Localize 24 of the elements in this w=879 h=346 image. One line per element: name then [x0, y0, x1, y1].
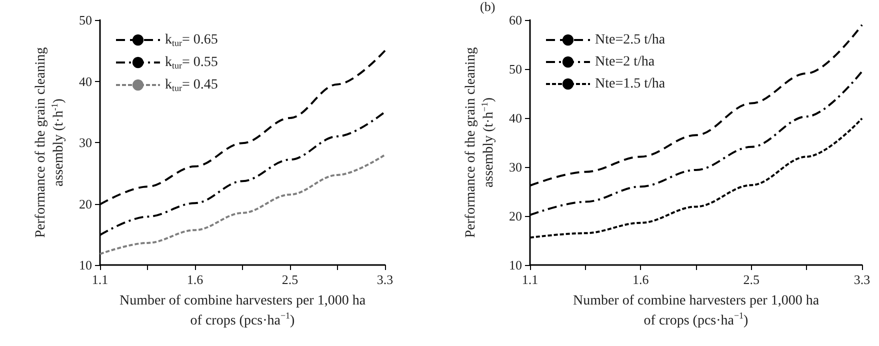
x-tick-label: 3.3	[854, 272, 870, 287]
y-tick-label: 20	[79, 196, 92, 212]
x-tick-label: 2.5	[282, 272, 298, 287]
x-tick-label: 1.6	[186, 272, 204, 287]
y-tick-label: 50	[79, 12, 92, 28]
y-tick-label: 10	[79, 258, 92, 272]
y-tick-label: 40	[509, 110, 522, 126]
y-tick-label: 30	[509, 160, 522, 174]
x-tick-label: 3.3	[376, 272, 394, 287]
line-series	[99, 154, 386, 255]
x-tick-label: 2.5	[743, 272, 760, 287]
y-tick-label: 30	[79, 135, 92, 150]
legend-label: Nte=2.5 t/ha	[595, 32, 666, 48]
y-tick-label: 10	[509, 258, 522, 272]
x-tick-label: 1.1	[522, 272, 538, 287]
x-tick-label: 1.6	[632, 272, 650, 287]
legend-label: Nte=2 t/ha	[595, 54, 656, 70]
text: (b)	[480, 0, 496, 14]
x-tick-label: 1.1	[92, 272, 108, 287]
y-tick-label: 60	[509, 12, 522, 28]
y-tick-label: 50	[509, 62, 522, 76]
legend-label: Nte=1.5 t/ha	[595, 76, 666, 92]
y-tick-label: 20	[509, 208, 522, 224]
y-tick-label: 40	[79, 74, 92, 89]
